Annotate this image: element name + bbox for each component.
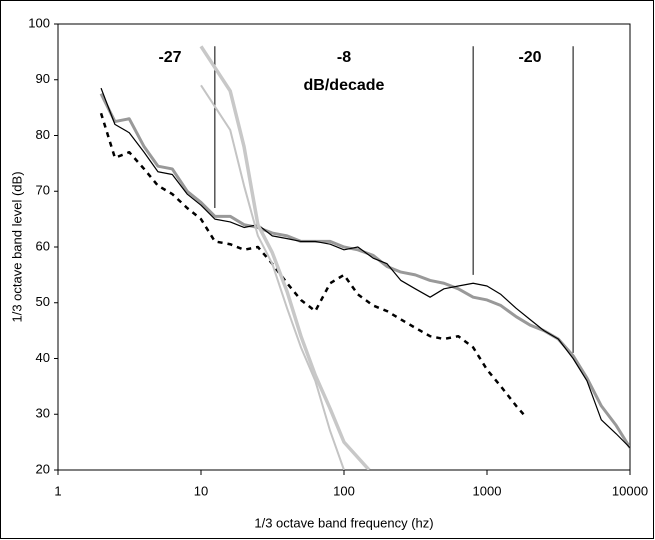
annotation: -8 (337, 49, 351, 66)
x-tick-label: 10 (194, 483, 208, 498)
y-tick-label: 70 (36, 183, 50, 198)
data-line (99, 112, 525, 416)
annotation: -27 (158, 49, 181, 66)
data-line (199, 45, 371, 470)
x-axis-title: 1/3 octave band frequency (hz) (254, 515, 433, 530)
data-line (100, 87, 630, 449)
x-tick-label: 1000 (473, 483, 502, 498)
y-tick-label: 50 (36, 294, 50, 309)
y-tick-label: 30 (36, 406, 50, 421)
annotation: -20 (518, 49, 541, 66)
y-tick-label: 60 (36, 238, 50, 253)
y-tick-label: 80 (36, 127, 50, 142)
y-tick-label: 20 (36, 461, 50, 476)
y-tick-label: 90 (36, 71, 50, 86)
x-tick-label: 10000 (612, 483, 648, 498)
x-tick-label: 100 (333, 483, 355, 498)
y-tick-label: 40 (36, 350, 50, 365)
y-tick-label: 100 (28, 15, 50, 30)
y-axis-title: 1/3 octave band level (dB) (9, 171, 24, 322)
data-line (200, 84, 345, 470)
x-tick-label: 1 (54, 483, 61, 498)
annotation: dB/decade (304, 77, 385, 94)
